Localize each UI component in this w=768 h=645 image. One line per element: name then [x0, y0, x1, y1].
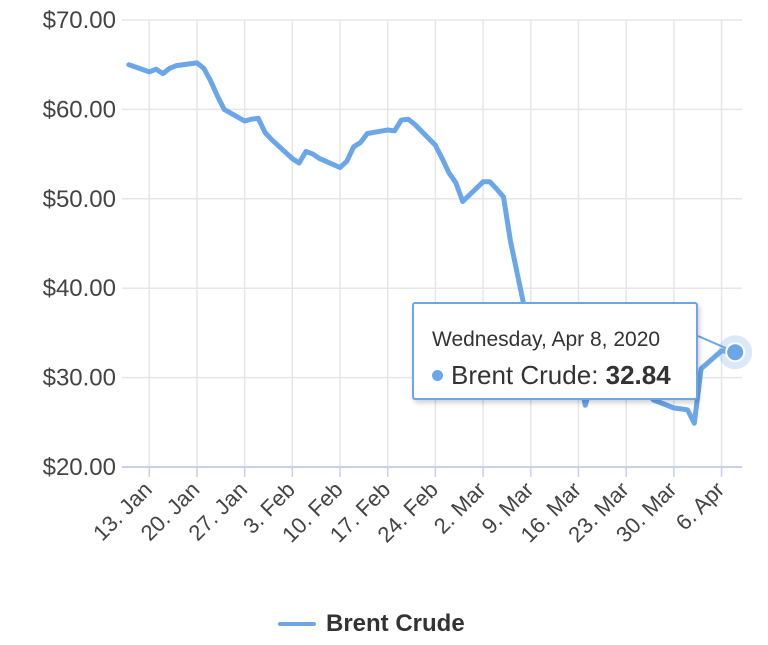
x-tick-label: 2. Mar [429, 477, 491, 539]
axis-layer [122, 466, 742, 477]
tooltip-date: Wednesday, Apr 8, 2020 [432, 328, 661, 351]
legend-line-swatch-icon [278, 622, 316, 626]
y-tick-label: $60.00 [43, 96, 116, 123]
tooltip-series-row: Brent Crude: 32.84 [432, 360, 671, 391]
hover-marker-layer [697, 335, 753, 370]
y-axis-ticks: $20.00 $30.00 $40.00 $50.00 $60.00 $70.00 [43, 7, 116, 481]
y-tick-label: $40.00 [43, 275, 116, 302]
tooltip-series-dot-icon [432, 369, 443, 381]
tooltip-value: 32.84 [605, 360, 671, 390]
legend-item-label[interactable]: Brent Crude [326, 610, 465, 637]
y-tick-label: $50.00 [43, 186, 116, 213]
y-tick-label: $70.00 [43, 7, 116, 34]
y-tick-label: $30.00 [43, 365, 116, 392]
hover-point[interactable] [725, 342, 746, 363]
x-tick-label: 6. Apr [671, 477, 729, 535]
tooltip: Wednesday, Apr 8, 2020 Brent Crude: 32.8… [412, 302, 698, 400]
y-tick-label: $20.00 [43, 454, 116, 481]
tooltip-series-name: Brent Crude [451, 360, 592, 390]
